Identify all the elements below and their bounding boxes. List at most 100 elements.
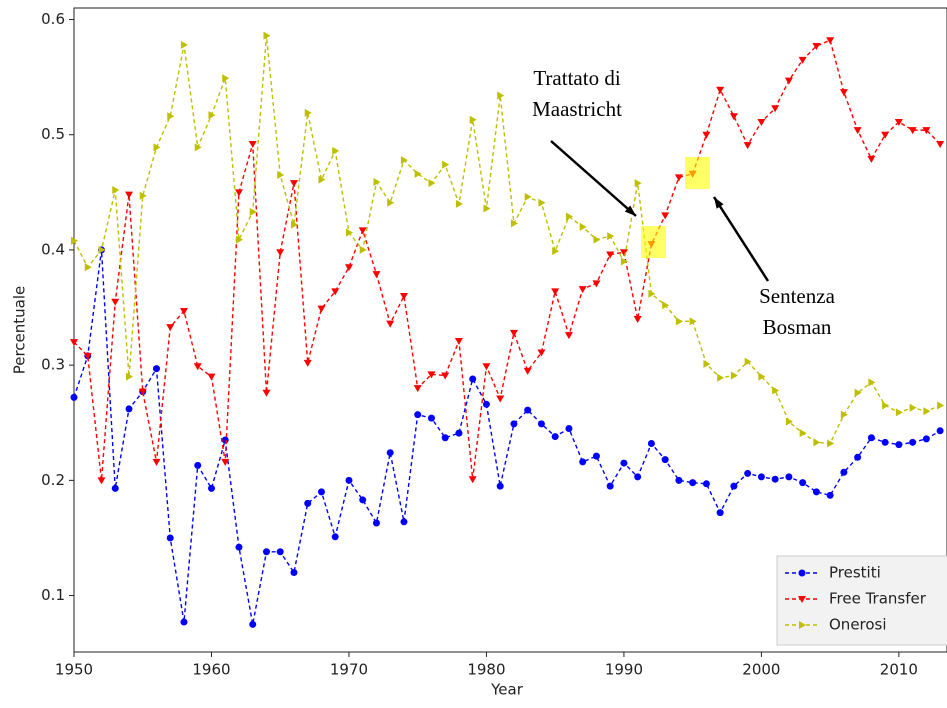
- highlight: [685, 157, 710, 189]
- marker: [867, 155, 876, 163]
- marker: [427, 371, 436, 379]
- marker: [798, 569, 806, 577]
- series-line: [73, 249, 941, 625]
- marker: [551, 433, 559, 441]
- marker: [83, 352, 92, 360]
- marker: [923, 407, 931, 416]
- marker: [482, 363, 491, 371]
- marker: [442, 160, 450, 169]
- marker: [826, 37, 835, 45]
- marker: [373, 177, 381, 186]
- marker: [400, 156, 408, 165]
- marker: [524, 406, 532, 414]
- marker: [798, 596, 806, 603]
- marker: [758, 372, 766, 381]
- marker: [882, 401, 890, 410]
- marker: [414, 169, 422, 178]
- marker: [345, 228, 353, 237]
- marker: [124, 191, 133, 199]
- marker: [112, 186, 120, 195]
- marker: [607, 232, 615, 241]
- marker: [771, 475, 779, 483]
- marker: [413, 385, 422, 393]
- marker: [235, 235, 243, 244]
- marker: [331, 533, 339, 541]
- marker: [799, 621, 806, 629]
- marker: [70, 339, 78, 347]
- marker: [235, 543, 243, 551]
- marker: [593, 235, 601, 244]
- marker: [744, 357, 752, 366]
- marker: [537, 420, 545, 428]
- marker: [840, 468, 848, 476]
- marker: [441, 434, 449, 442]
- marker: [180, 40, 188, 49]
- marker: [730, 371, 738, 380]
- marker: [592, 452, 600, 460]
- marker: [827, 439, 835, 448]
- arrow-head: [624, 205, 636, 216]
- marker: [538, 198, 546, 207]
- marker: [716, 509, 724, 517]
- marker: [881, 131, 890, 139]
- marker: [729, 113, 738, 121]
- marker: [249, 620, 257, 628]
- marker: [565, 212, 573, 221]
- x-tick-label: 1960: [192, 661, 230, 679]
- arrow: [550, 140, 637, 217]
- marker: [772, 386, 780, 395]
- marker: [619, 249, 628, 257]
- annotation-text: Maastricht: [532, 97, 622, 121]
- marker: [936, 140, 945, 148]
- marker: [317, 305, 326, 313]
- arrow-head: [714, 197, 724, 209]
- highlight: [641, 226, 666, 258]
- marker: [180, 618, 188, 626]
- marker: [152, 458, 161, 466]
- marker: [854, 388, 862, 397]
- x-tick-label: 1950: [55, 661, 93, 679]
- marker: [565, 425, 573, 433]
- marker: [97, 477, 106, 485]
- marker: [303, 359, 312, 367]
- marker: [606, 482, 614, 490]
- marker: [757, 119, 766, 127]
- marker: [179, 307, 188, 315]
- marker: [318, 175, 326, 184]
- marker: [167, 112, 175, 121]
- annotation-text: Bosman: [763, 315, 832, 339]
- marker: [152, 365, 160, 373]
- marker: [125, 405, 133, 413]
- marker: [359, 245, 367, 254]
- marker: [868, 378, 876, 387]
- marker: [344, 264, 353, 272]
- marker: [400, 518, 408, 526]
- legend-label: Onerosi: [829, 616, 887, 634]
- marker: [166, 534, 174, 542]
- marker: [428, 179, 436, 188]
- marker: [345, 476, 353, 484]
- marker: [579, 222, 587, 231]
- marker: [469, 375, 477, 383]
- marker: [289, 180, 298, 188]
- marker: [262, 548, 270, 556]
- marker: [689, 479, 697, 487]
- marker: [909, 403, 917, 412]
- marker: [194, 143, 202, 152]
- marker: [510, 219, 518, 228]
- marker: [248, 140, 257, 148]
- marker: [497, 91, 505, 100]
- marker: [482, 400, 490, 408]
- marker: [895, 441, 903, 449]
- marker: [263, 31, 271, 40]
- marker: [757, 473, 765, 481]
- marker: [606, 251, 615, 259]
- marker: [138, 388, 147, 396]
- marker: [207, 484, 215, 492]
- marker: [578, 286, 587, 294]
- marker: [937, 401, 945, 410]
- marker: [496, 395, 505, 403]
- marker: [304, 499, 312, 507]
- marker: [427, 414, 435, 422]
- marker: [662, 301, 670, 310]
